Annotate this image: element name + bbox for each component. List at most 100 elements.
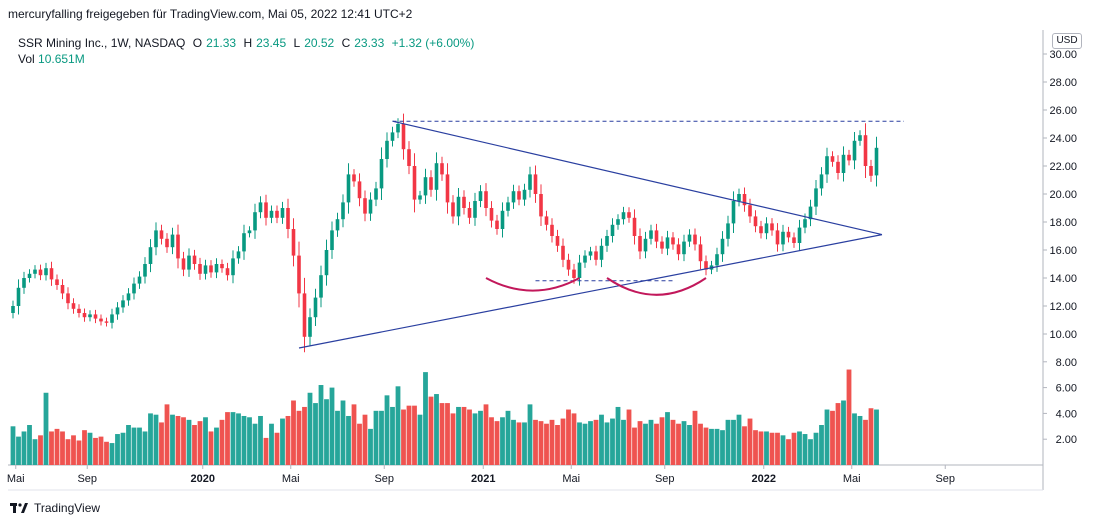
candle-body xyxy=(374,188,378,200)
candle-body xyxy=(660,241,664,249)
triangle-upper-line xyxy=(392,120,883,236)
volume-bar xyxy=(16,436,21,465)
candle-body xyxy=(720,238,725,255)
volume-bar xyxy=(153,414,159,465)
volume-bar xyxy=(709,428,714,465)
volume-bar xyxy=(104,441,109,465)
volume-bar xyxy=(852,413,857,465)
volume-bar xyxy=(252,423,258,465)
volume-label: Vol xyxy=(18,52,35,66)
time-tick-label: Sep xyxy=(935,473,955,485)
volume-bar xyxy=(566,409,571,465)
volume-bar xyxy=(76,440,82,465)
candle-body xyxy=(753,216,758,227)
price-axis[interactable]: 30.00 28.00 26.00 24.00 22.00 20.00 18.00 16.00… xyxy=(1043,49,1077,446)
price-tick-label: 18.00 xyxy=(1049,217,1077,229)
candle-body xyxy=(335,219,340,231)
candle-body xyxy=(825,156,829,175)
candle-body xyxy=(528,174,532,190)
volume-bar xyxy=(27,425,32,465)
volume-bar xyxy=(758,431,764,465)
candle-body xyxy=(379,159,384,189)
volume-bar xyxy=(659,417,665,465)
volume-bar xyxy=(148,413,153,465)
candle-body xyxy=(11,306,15,313)
candle-body xyxy=(731,201,736,224)
candle-body xyxy=(170,234,175,248)
volume-bar xyxy=(296,410,302,465)
volume-bar xyxy=(643,423,648,465)
candle-body xyxy=(841,154,846,173)
candle-body xyxy=(55,279,59,285)
triangle-lower-line xyxy=(298,234,883,349)
volume-bar xyxy=(71,435,76,465)
candle-body xyxy=(561,245,565,260)
volume-bar xyxy=(632,427,637,465)
time-tick-label: Sep xyxy=(655,473,675,485)
candle-body xyxy=(462,196,466,208)
tradingview-brand[interactable]: TradingView xyxy=(10,501,100,515)
currency-badge[interactable]: USD xyxy=(1052,33,1082,49)
tradingview-logo-icon xyxy=(10,503,28,513)
volume-bar xyxy=(351,404,357,465)
volume-bar xyxy=(797,431,802,465)
candle-body xyxy=(165,238,169,248)
price-tick-label: 26.00 xyxy=(1049,105,1077,117)
candle-body xyxy=(418,195,422,200)
low-label: L xyxy=(293,36,301,50)
volume-bar xyxy=(747,418,753,465)
volume-bar xyxy=(819,425,824,465)
candle-body xyxy=(698,244,703,262)
candle-body xyxy=(869,166,873,176)
time-axis[interactable]: Mai Sep 2020 Mai Sep 2021 Mai Sep 2022 Mai Sep xyxy=(7,465,955,485)
candle-body xyxy=(616,219,620,225)
volume-bar xyxy=(335,410,340,465)
volume-bar xyxy=(186,419,192,465)
volume-bar xyxy=(439,403,445,465)
volume-bar xyxy=(445,403,450,465)
volume-bar xyxy=(802,434,808,465)
volume-bar xyxy=(412,405,417,465)
volume-bar xyxy=(720,430,725,465)
change-value: +1.32 (+6.00%) xyxy=(391,36,475,50)
symbol-label: SSR Mining Inc., 1W, NASDAQ xyxy=(18,36,186,50)
price-tick-label: 30.00 xyxy=(1049,49,1077,61)
candle-body xyxy=(704,261,708,270)
candle-body xyxy=(121,300,125,308)
volume-bar xyxy=(280,418,285,465)
volume-bar xyxy=(830,410,835,465)
volume-bar xyxy=(43,392,49,465)
candle-body xyxy=(759,226,763,234)
volume-bar xyxy=(109,443,115,465)
volume-bar xyxy=(681,421,687,465)
volume-bar xyxy=(340,400,346,465)
volume-bar xyxy=(582,423,588,465)
candle-body xyxy=(539,194,543,217)
candle-body xyxy=(357,181,362,199)
volume-bar xyxy=(648,419,654,465)
candle-body xyxy=(104,321,109,323)
volume-bar xyxy=(395,386,401,465)
volume-bar xyxy=(731,419,736,465)
volume-bar xyxy=(846,369,852,465)
volume-bar xyxy=(285,415,291,465)
candle-body xyxy=(715,254,719,266)
candle-body xyxy=(577,262,582,278)
candle-body xyxy=(781,231,785,245)
candle-body xyxy=(143,264,147,277)
candle-body xyxy=(649,230,653,239)
left-shoulder-arc xyxy=(485,277,580,292)
volume-bar xyxy=(82,430,87,465)
price-tick-label: 14.00 xyxy=(1049,273,1077,285)
volume-value: 10.651M xyxy=(38,52,85,66)
candle-body xyxy=(797,227,802,243)
candle-body xyxy=(22,278,26,288)
candle-body xyxy=(297,255,301,294)
candle-body xyxy=(126,293,131,301)
volume-bar xyxy=(516,422,522,465)
candle-body xyxy=(401,124,406,150)
candle-body xyxy=(220,264,224,269)
candle-body xyxy=(517,191,521,200)
volume-bar xyxy=(714,428,720,465)
